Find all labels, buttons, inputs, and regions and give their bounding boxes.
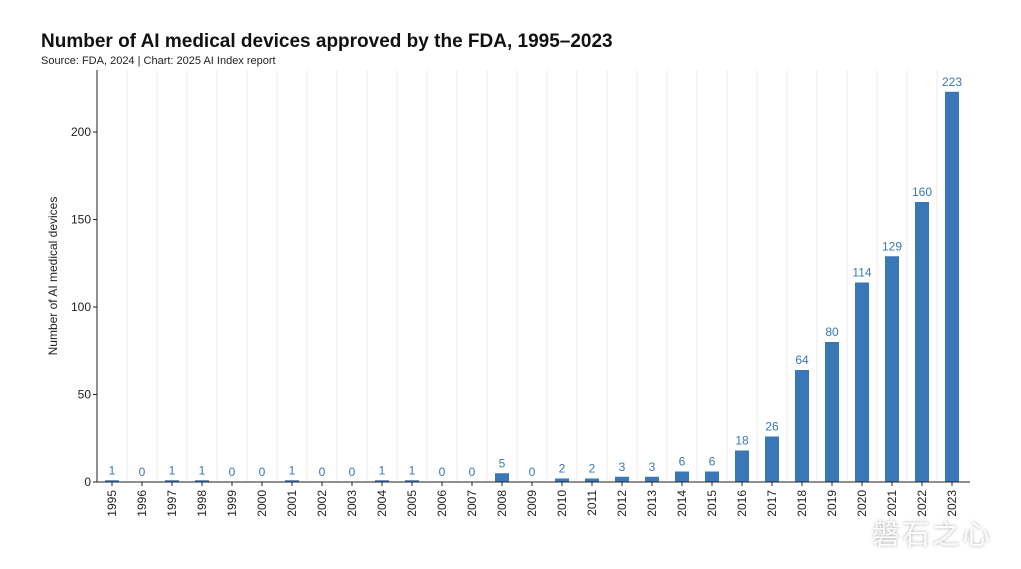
- x-tick-label-1999: 1999: [225, 490, 239, 517]
- x-tick-label-2020: 2020: [855, 490, 869, 517]
- value-label-2002: 0: [319, 465, 326, 479]
- bar-2019: [825, 342, 839, 482]
- x-tick-label-2004: 2004: [375, 490, 389, 517]
- y-tick-label: 150: [71, 213, 91, 227]
- x-tick-label-2010: 2010: [555, 490, 569, 517]
- value-label-2019: 80: [825, 325, 839, 339]
- x-tick-label-2016: 2016: [735, 490, 749, 517]
- bar-2018: [795, 370, 809, 482]
- value-label-2003: 0: [349, 465, 356, 479]
- chart-subtitle: Source: FDA, 2024 | Chart: 2025 AI Index…: [41, 55, 276, 67]
- x-tick-label-2014: 2014: [675, 490, 689, 517]
- bar-2001: [285, 480, 299, 482]
- bar-2005: [405, 480, 419, 482]
- value-label-2014: 6: [679, 455, 686, 469]
- bars: [105, 91, 959, 482]
- x-tick-label-2003: 2003: [345, 490, 359, 517]
- bar-2011: [585, 478, 599, 482]
- bar-2013: [645, 476, 659, 482]
- y-tick-labels: 0 50 100 150 200: [71, 125, 91, 489]
- x-tick-label-2011: 2011: [585, 490, 599, 516]
- x-tick-label-1997: 1997: [165, 490, 179, 517]
- bar-2008: [495, 473, 509, 482]
- bar-2017: [765, 436, 779, 482]
- y-tick-label: 50: [78, 388, 92, 402]
- bar-1997: [165, 480, 179, 482]
- bar-1998: [195, 480, 209, 482]
- x-tick-label-2008: 2008: [495, 490, 509, 517]
- bar-2023: [945, 91, 959, 482]
- value-label-2022: 160: [912, 185, 932, 199]
- bar-2015: [705, 471, 719, 482]
- value-label-2006: 0: [439, 465, 446, 479]
- value-label-1995: 1: [109, 463, 116, 477]
- value-label-1996: 0: [139, 465, 146, 479]
- x-tick-label-1995: 1995: [105, 490, 119, 517]
- value-label-1997: 1: [169, 463, 176, 477]
- value-label-2013: 3: [649, 460, 656, 474]
- y-tick-label: 200: [71, 125, 91, 139]
- value-label-2021: 129: [882, 239, 902, 253]
- value-label-2012: 3: [619, 460, 626, 474]
- x-tick-label-1998: 1998: [195, 490, 209, 517]
- bar-2016: [735, 450, 749, 482]
- value-label-2020: 114: [852, 266, 871, 280]
- x-tick-label-2018: 2018: [795, 490, 809, 517]
- value-label-2005: 1: [409, 463, 416, 477]
- bar-2010: [555, 478, 569, 482]
- bar-1995: [105, 480, 119, 482]
- value-label-2017: 26: [765, 420, 779, 434]
- y-tick-label: 0: [84, 475, 91, 489]
- x-tick-label-2023: 2023: [945, 490, 959, 517]
- axes: [93, 70, 970, 486]
- value-label-2011: 2: [589, 462, 596, 476]
- x-tick-label-2013: 2013: [645, 490, 659, 517]
- value-label-2023: 223: [942, 75, 962, 89]
- x-tick-label-2021: 2021: [885, 490, 899, 517]
- y-tick-label: 100: [71, 300, 91, 314]
- value-labels: 1 0 1 1 0 0 1 0 0 1 1 0 050 2 2 3 3 6 61826648011412916022…: [109, 75, 963, 479]
- x-tick-label-2019: 2019: [825, 490, 839, 517]
- bar-2012: [615, 476, 629, 482]
- value-label-2015: 6: [709, 455, 716, 469]
- y-axis-label: Number of AI medical devices: [46, 197, 60, 356]
- value-label-2009: 0: [529, 465, 536, 479]
- value-label-1999: 0: [229, 465, 236, 479]
- bar-2004: [375, 480, 389, 482]
- x-tick-label-2005: 2005: [405, 490, 419, 517]
- bar-2020: [855, 282, 869, 482]
- value-label-2008: 5: [499, 456, 506, 470]
- value-label-2001: 1: [289, 463, 296, 477]
- value-label-2018: 64: [795, 353, 809, 367]
- value-label-2016: 18: [735, 434, 749, 448]
- x-tick-label-1996: 1996: [135, 490, 149, 517]
- watermark-text: 磐石之心: [872, 519, 993, 550]
- value-label-2007: 0: [469, 465, 476, 479]
- x-tick-label-2017: 2017: [765, 490, 779, 517]
- bar-2022: [915, 202, 929, 482]
- x-tick-label-2006: 2006: [435, 490, 449, 517]
- x-tick-label-2009: 2009: [525, 490, 539, 517]
- value-label-2010: 2: [559, 462, 566, 476]
- x-tick-label-2012: 2012: [615, 490, 629, 517]
- gridlines: [96, 70, 938, 482]
- value-label-1998: 1: [199, 463, 206, 477]
- x-tick-label-2015: 2015: [705, 490, 719, 517]
- x-tick-label-2001: 2001: [285, 490, 299, 517]
- value-label-2000: 0: [259, 465, 266, 479]
- chart-title: Number of AI medical devices approved by…: [41, 31, 613, 52]
- bar-2014: [675, 471, 689, 482]
- value-label-2004: 1: [379, 463, 386, 477]
- x-tick-label-2022: 2022: [915, 490, 929, 517]
- bar-2021: [885, 256, 899, 482]
- x-tick-label-2002: 2002: [315, 490, 329, 517]
- x-tick-label-2007: 2007: [465, 490, 479, 517]
- x-tick-labels: 1995 1996 1997 1998 1999 2000 2001 2002 2003 2004…: [105, 490, 959, 517]
- x-tick-label-2000: 2000: [255, 490, 269, 517]
